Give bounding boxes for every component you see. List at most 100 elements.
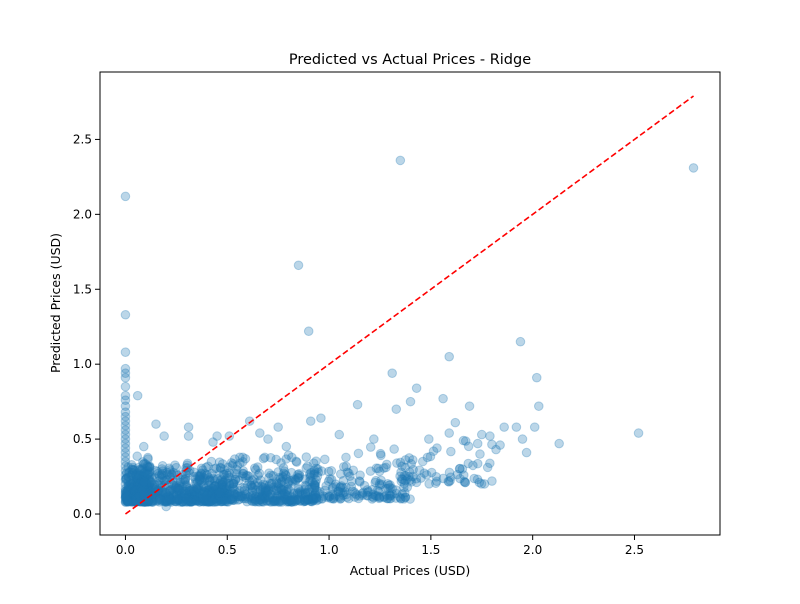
data-point xyxy=(286,467,297,478)
data-point xyxy=(235,452,245,463)
data-point xyxy=(120,425,131,435)
data-point xyxy=(178,490,188,501)
data-point xyxy=(138,493,148,504)
data-point xyxy=(184,495,194,505)
data-point xyxy=(210,474,220,484)
data-point xyxy=(304,484,314,495)
data-point xyxy=(257,496,268,507)
data-point xyxy=(335,469,346,479)
data-point xyxy=(135,496,146,507)
data-point xyxy=(219,469,230,480)
data-point xyxy=(127,492,138,503)
data-point xyxy=(228,459,238,469)
data-point xyxy=(312,471,323,482)
data-point xyxy=(240,453,251,464)
data-point xyxy=(476,479,487,489)
data-point xyxy=(271,485,282,496)
data-point xyxy=(212,431,222,441)
data-point xyxy=(126,496,136,506)
data-point xyxy=(395,155,406,166)
data-point xyxy=(210,493,220,504)
data-point xyxy=(126,464,137,475)
data-point xyxy=(129,486,140,496)
data-point xyxy=(160,488,171,498)
data-point xyxy=(207,487,217,498)
data-point xyxy=(284,485,295,496)
data-point xyxy=(206,487,216,497)
data-point xyxy=(237,491,248,502)
data-point xyxy=(287,494,297,505)
data-point xyxy=(198,472,209,483)
data-point xyxy=(127,468,138,479)
data-point xyxy=(130,470,141,480)
data-point xyxy=(253,470,263,481)
data-point xyxy=(174,494,184,505)
data-point xyxy=(374,478,385,489)
data-point xyxy=(311,495,322,506)
data-point xyxy=(180,492,191,503)
data-point xyxy=(134,486,144,496)
data-point xyxy=(314,489,325,499)
data-point xyxy=(152,495,163,506)
data-point xyxy=(158,490,169,500)
data-point xyxy=(142,470,153,480)
data-point xyxy=(323,491,333,501)
data-point xyxy=(177,493,188,504)
data-point xyxy=(123,486,134,497)
data-point xyxy=(128,465,139,475)
data-point xyxy=(150,465,161,476)
data-point xyxy=(181,493,192,504)
data-point xyxy=(143,490,153,501)
data-point xyxy=(236,492,247,502)
data-point xyxy=(460,477,470,488)
data-point xyxy=(251,494,261,505)
data-point xyxy=(120,420,131,431)
data-point xyxy=(202,496,212,506)
data-point xyxy=(348,465,359,476)
data-point xyxy=(264,495,274,506)
data-point xyxy=(222,489,233,499)
data-point xyxy=(296,488,306,498)
data-point xyxy=(444,351,455,362)
data-point xyxy=(272,485,283,496)
data-point xyxy=(371,463,382,474)
data-point xyxy=(284,496,294,507)
data-point xyxy=(180,473,191,483)
data-point xyxy=(229,454,240,464)
data-point xyxy=(280,469,291,480)
data-point xyxy=(273,422,283,432)
data-point xyxy=(219,489,229,500)
data-point xyxy=(257,494,268,504)
data-point xyxy=(132,489,142,500)
data-point xyxy=(362,485,373,495)
data-point xyxy=(368,492,379,503)
data-point xyxy=(293,483,303,493)
data-point xyxy=(159,494,170,504)
data-point xyxy=(143,468,154,479)
data-point xyxy=(129,488,139,498)
data-point xyxy=(260,486,271,496)
data-point xyxy=(342,492,352,503)
data-point xyxy=(128,487,139,497)
data-point xyxy=(142,469,153,479)
data-point xyxy=(237,471,248,481)
data-point xyxy=(136,490,147,501)
data-point xyxy=(136,492,146,502)
data-point xyxy=(273,496,283,506)
data-point xyxy=(133,470,144,481)
data-point xyxy=(309,483,320,494)
reference-line xyxy=(124,95,695,515)
data-point xyxy=(156,470,167,480)
data-point xyxy=(139,487,149,498)
data-point xyxy=(183,492,194,502)
data-point xyxy=(134,469,144,480)
data-point xyxy=(249,493,260,504)
data-point xyxy=(188,495,199,505)
data-point xyxy=(120,347,131,358)
data-point xyxy=(275,497,285,507)
data-point xyxy=(138,480,149,491)
data-point xyxy=(154,493,165,503)
data-point xyxy=(170,460,180,470)
data-point xyxy=(317,493,327,504)
data-point xyxy=(135,464,145,475)
